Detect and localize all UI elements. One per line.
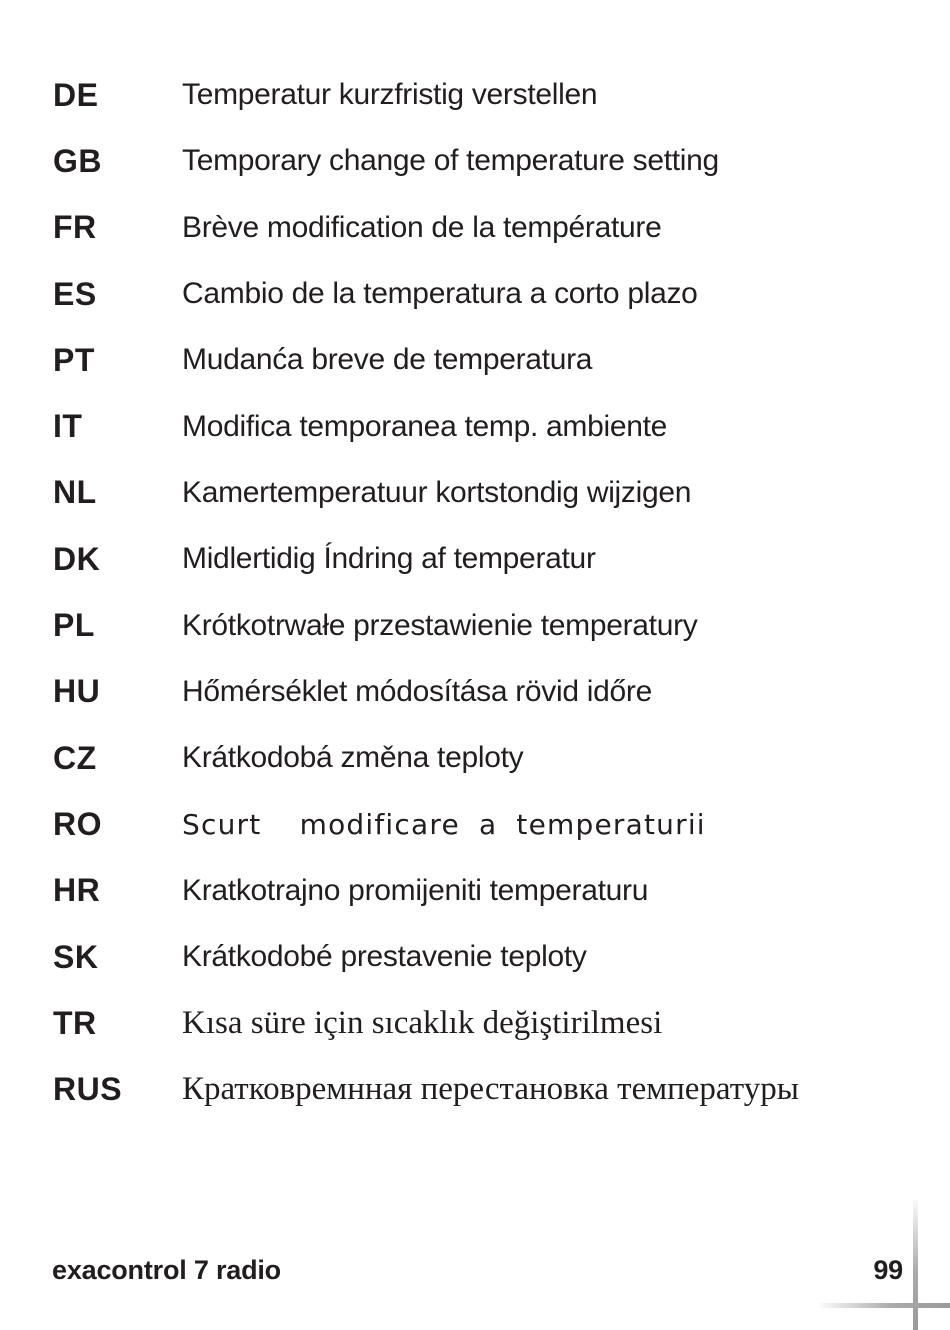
language-code: PT [53,341,95,378]
language-code: NL [53,474,97,511]
language-code: IT [53,408,83,445]
language-row: HU Hőmérséklet módosítása rövid időre [53,659,913,725]
language-row: SK Krátkodobé prestavenie teploty [53,924,913,990]
translation-text: Temporary change of temperature setting [182,144,719,178]
translation-text: Scurt modificare a temperaturii [182,807,706,841]
translation-text: Kısa süre için sıcaklık değiştirilmesi [182,1004,663,1041]
language-row: RO Scurt modificare a temperaturii [53,791,913,857]
language-code: HU [53,673,101,710]
language-code: DE [53,76,99,113]
language-code: RUS [53,1071,123,1108]
language-row: NL Kamertemperatuur kortstondig wijzigen [53,460,913,526]
language-row: ES Cambio de la temperatura a corto plaz… [53,261,913,327]
translation-text: Krátkodobá změna teploty [182,741,524,775]
language-row: FR Brève modification de la température [53,195,913,261]
language-code: TR [53,1004,97,1041]
translation-text: Temperatur kurzfristig verstellen [182,78,598,112]
language-code: SK [53,938,99,975]
language-row: HR Kratkotrajno promijeniti temperaturu [53,858,913,924]
language-code: RO [53,805,102,842]
language-row: GB Temporary change of temperature setti… [53,128,913,194]
language-row: DE Temperatur kurzfristig verstellen [53,62,913,128]
translation-text: Modifica temporanea temp. ambiente [182,409,668,443]
language-code: GB [53,142,102,179]
language-row: RUS Кратковремнная перестановка температ… [53,1056,913,1122]
language-row: PL Krótkotrwałe przestawienie temperatur… [53,592,913,658]
crop-mark-horizontal [820,1303,950,1308]
language-code: CZ [53,739,97,776]
translation-text: Midlertidig Índring af temperatur [182,542,596,576]
translation-text: Brève modification de la température [182,210,662,244]
language-row: TR Kısa süre için sıcaklık değiştirilmes… [53,990,913,1056]
language-row: IT Modifica temporanea temp. ambiente [53,393,913,459]
language-row: PT Mudanća breve de temperatura [53,327,913,393]
language-list: DE Temperatur kurzfristig verstellen GB … [53,62,913,1123]
translation-text: Mudanća breve de temperatura [182,343,593,377]
translation-text: Cambio de la temperatura a corto plazo [182,277,698,311]
translation-text: Hőmérséklet módosítása rövid időre [182,674,653,708]
language-code: HR [53,872,101,909]
language-row: DK Midlertidig Índring af temperatur [53,526,913,592]
translation-text: Кратковремнная перестановка температуры [182,1071,799,1108]
language-code: ES [53,275,97,312]
product-name: exacontrol 7 radio [52,1255,281,1285]
translation-text: Kamertemperatuur kortstondig wijzigen [182,475,692,509]
page-number: 99 [873,1255,903,1285]
translation-text: Krátkodobé prestavenie teploty [182,940,587,973]
language-code: FR [53,209,97,246]
language-row: CZ Krátkodobá změna teploty [53,725,913,791]
language-code: PL [53,607,95,644]
translation-text: Krótkotrwałe przestawienie temperatury [182,608,698,642]
translation-text: Kratkotrajno promijeniti temperaturu [182,873,649,907]
crop-mark-vertical [913,1200,918,1330]
language-code: DK [53,540,101,577]
page-footer: exacontrol 7 radio 99 [52,1255,903,1286]
